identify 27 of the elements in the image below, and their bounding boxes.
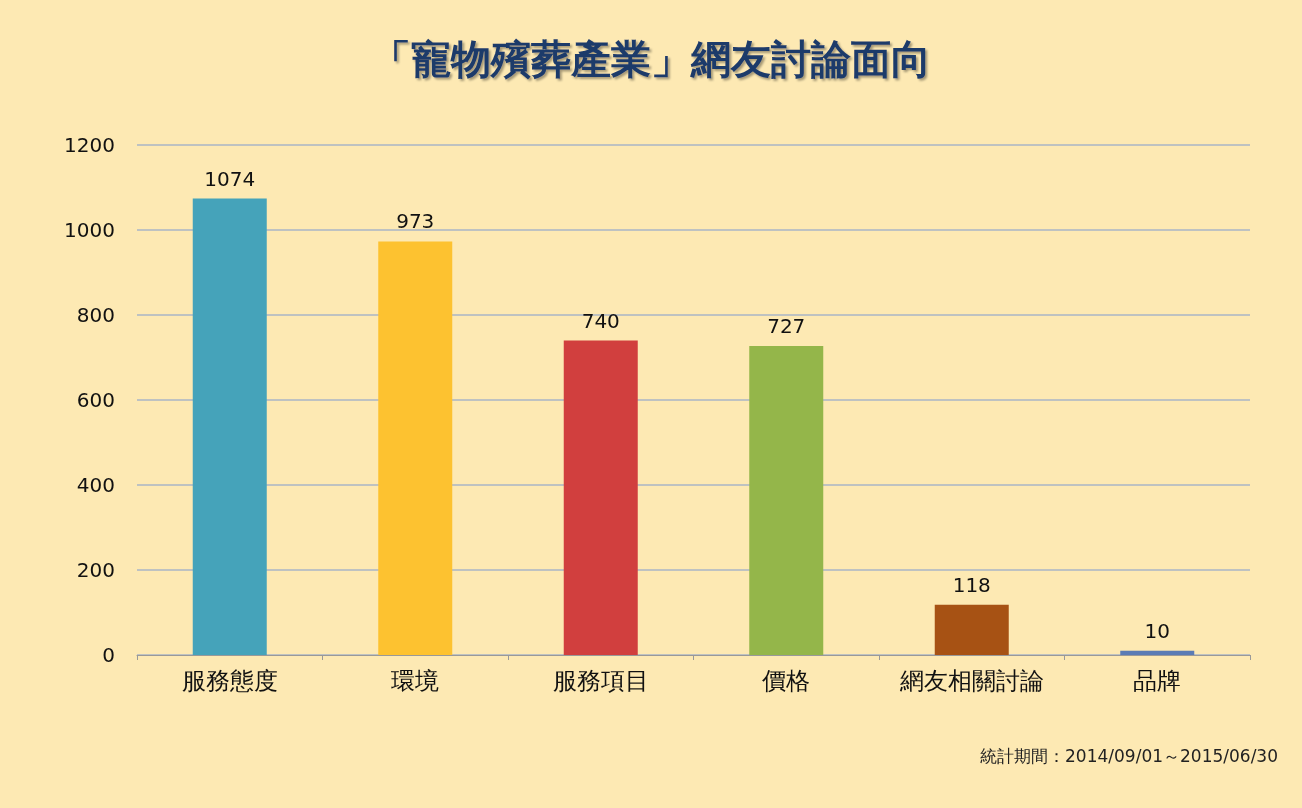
x-tick-label: 價格 [762,667,811,695]
y-tick-label: 200 [76,558,115,582]
bar [749,346,824,655]
y-tick-label: 1000 [64,218,115,242]
y-tick-label: 1200 [64,133,115,157]
x-tick-label: 服務項目 [552,667,649,695]
bar [934,604,1009,655]
data-label: 727 [767,314,806,339]
data-label: 1074 [204,166,256,191]
x-tick-label: 服務態度 [181,667,278,695]
x-tick-label: 環境 [391,667,440,695]
y-tick-label: 800 [76,303,115,327]
bar [192,198,267,655]
text: 統計期間：2014/09/01～2015/06/30 [980,745,1278,768]
bar [1120,650,1195,655]
data-label: 10 [1144,618,1170,643]
x-tick-label: 網友相關討論 [898,667,1044,695]
x-tick-label: 品牌 [1133,667,1182,695]
bar [378,241,453,655]
y-tick-label: 0 [102,643,115,667]
data-label: 118 [952,572,991,597]
y-tick-label: 400 [76,473,115,497]
data-label: 740 [581,308,620,333]
data-label: 973 [396,209,435,234]
chart-title: 「寵物殯葬產業」網友討論面向 [371,36,931,82]
bar [563,340,638,655]
y-tick-label: 600 [76,388,115,412]
